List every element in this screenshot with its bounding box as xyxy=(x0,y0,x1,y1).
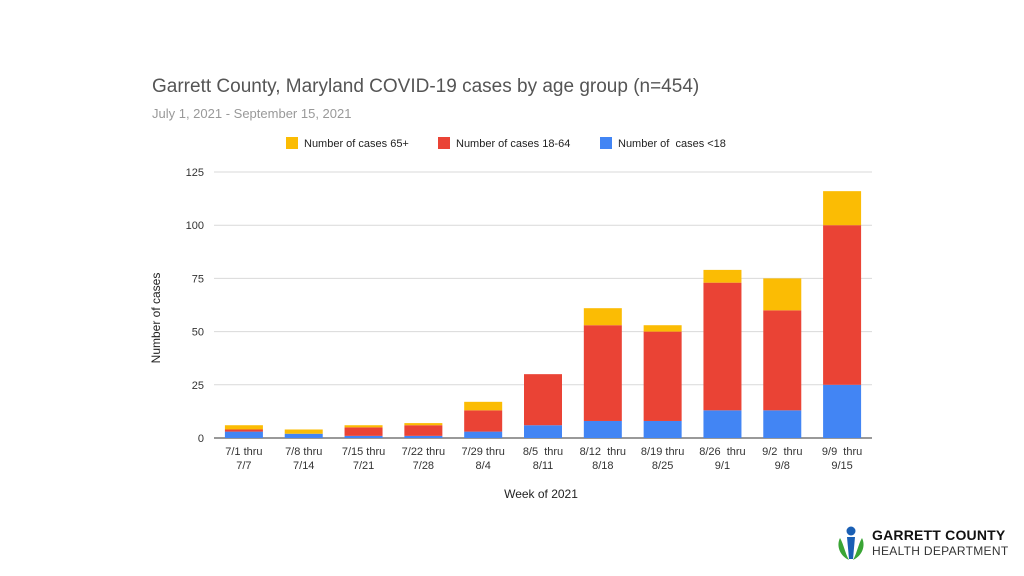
y-tick-label: 125 xyxy=(186,167,204,179)
chart-subtitle: July 1, 2021 - September 15, 2021 xyxy=(152,106,352,121)
x-tick-label: 7/1 thru 7/7 xyxy=(225,446,262,472)
legend-swatch xyxy=(286,137,298,149)
bar-segment xyxy=(404,425,443,436)
x-tick-label: 8/5 thru 8/11 xyxy=(523,446,563,472)
bar-segment xyxy=(224,425,263,430)
bar-segment xyxy=(823,225,862,385)
bar-segment xyxy=(224,431,263,438)
chart-bars xyxy=(224,191,862,438)
bar-segment xyxy=(643,325,682,332)
bar-segment xyxy=(224,429,263,432)
bar-segment xyxy=(763,310,802,411)
y-tick-label: 100 xyxy=(186,220,204,232)
x-tick-label: 7/15 thru 7/21 xyxy=(342,446,385,472)
bar-segment xyxy=(284,433,323,438)
bar-segment xyxy=(583,308,622,326)
logo-line-1: GARRETT COUNTY xyxy=(872,527,1006,543)
x-tick-label: 7/29 thru 8/4 xyxy=(461,446,504,472)
y-tick-label: 50 xyxy=(192,327,204,339)
chart-title: Garrett County, Maryland COVID-19 cases … xyxy=(152,76,700,97)
x-tick-label: 9/2 thru 9/8 xyxy=(762,446,802,472)
bar-segment xyxy=(344,425,383,428)
bar-segment xyxy=(524,425,562,438)
y-tick-label: 75 xyxy=(192,273,204,285)
bar-segment xyxy=(344,435,383,438)
bar-segment xyxy=(344,427,383,436)
bar-segment xyxy=(823,191,862,226)
bar-segment xyxy=(583,420,622,438)
x-axis-tick-labels: 7/1 thru 7/7 7/8 thru 7/14 7/15 thru 7/21 7/22… xyxy=(225,446,862,472)
x-tick-label: 7/22 thru 7/28 xyxy=(402,446,445,472)
x-tick-label: 9/9 thru 9/15 xyxy=(822,446,862,472)
y-tick-label: 0 xyxy=(198,433,204,445)
y-axis-tick-labels: 0 25 50 75 100 125 xyxy=(186,167,204,445)
bar-segment xyxy=(643,420,682,438)
bar-segment xyxy=(464,401,503,411)
person-logo-icon xyxy=(838,526,864,560)
x-tick-label: 8/26 thru 9/1 xyxy=(699,446,745,472)
bar-segment xyxy=(763,278,802,311)
legend-swatch xyxy=(600,137,612,149)
bar-segment xyxy=(703,282,742,411)
bar-segment xyxy=(284,429,323,434)
y-axis-label: Number of cases xyxy=(149,273,163,364)
legend-label: Number of cases 18-64 xyxy=(456,138,570,150)
bar-segment xyxy=(404,423,443,426)
legend-swatch xyxy=(438,137,450,149)
bar-segment xyxy=(524,374,562,426)
bar-segment xyxy=(823,384,862,438)
x-tick-label: 7/8 thru 7/14 xyxy=(285,446,322,472)
bar-segment xyxy=(404,435,443,438)
bar-segment xyxy=(763,410,802,438)
x-tick-label: 8/12 thru 8/18 xyxy=(580,446,626,472)
stacked-bar-chart: Number of cases 65+ Number of cases 18-64… xyxy=(149,137,872,501)
logo-line-2: HEALTH DEPARTMENT xyxy=(872,544,1009,558)
legend-label: Number of cases 65+ xyxy=(304,138,409,150)
chart-legend: Number of cases 65+ Number of cases 18-64… xyxy=(286,137,726,150)
bar-segment xyxy=(464,431,503,438)
bar-segment xyxy=(583,325,622,421)
bar-segment xyxy=(703,410,742,438)
x-axis-label: Week of 2021 xyxy=(504,487,578,501)
legend-label: Number of cases <18 xyxy=(618,138,726,150)
bar-segment xyxy=(464,410,503,432)
health-department-logo: GARRETT COUNTY HEALTH DEPARTMENT xyxy=(836,524,1016,564)
y-tick-label: 25 xyxy=(192,380,204,392)
x-tick-label: 8/19 thru 8/25 xyxy=(641,446,684,472)
bar-segment xyxy=(703,269,742,283)
bar-segment xyxy=(643,331,682,421)
